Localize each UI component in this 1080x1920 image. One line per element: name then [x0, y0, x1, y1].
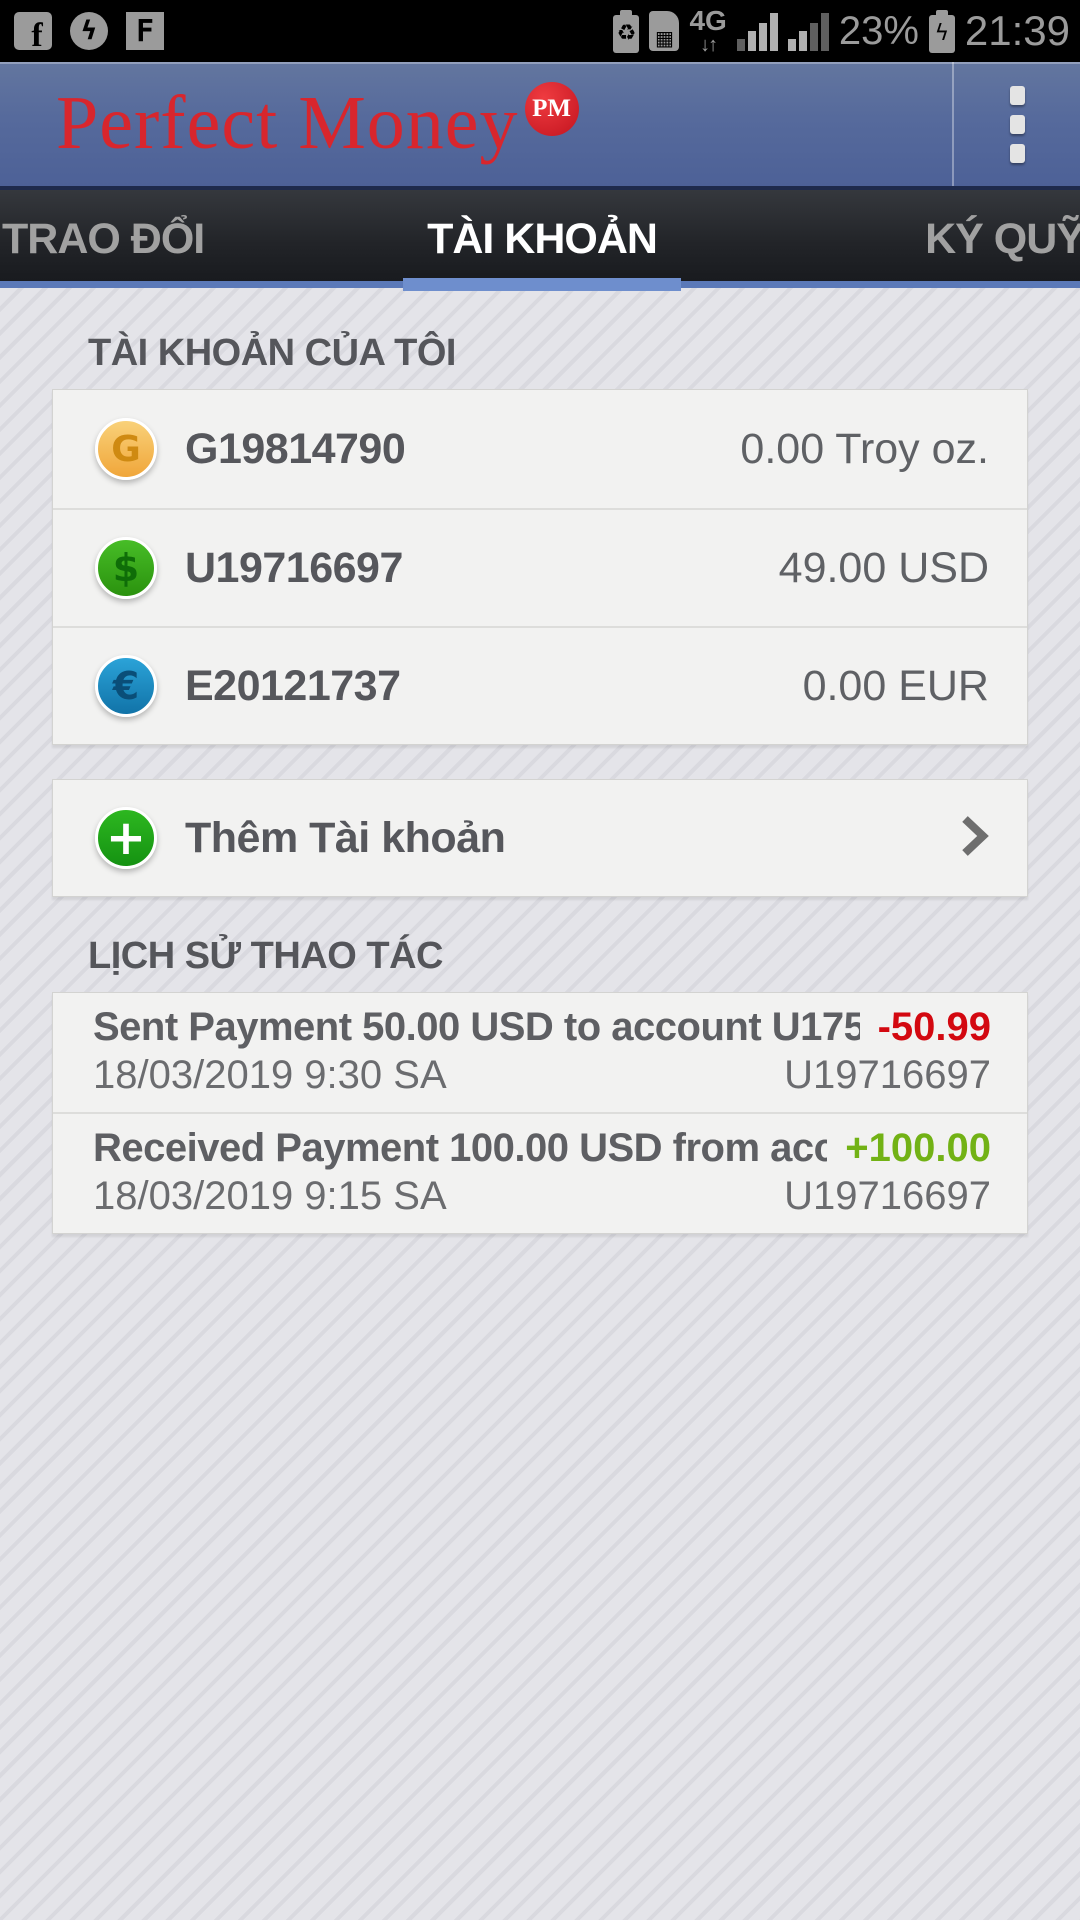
- account-id: U19716697: [185, 543, 403, 592]
- account-balance: 49.00 USD: [778, 543, 989, 592]
- history-item-amount: +100.00: [845, 1126, 991, 1170]
- add-account-card: + Thêm Tài khoản: [52, 779, 1028, 897]
- history-row-sent[interactable]: Sent Payment 50.00 USD to account U1752……: [53, 993, 1027, 1112]
- account-balance: 0.00 Troy oz.: [740, 424, 989, 473]
- accounts-card: G G19814790 0.00 Troy oz. $ U19716697 49…: [52, 389, 1028, 745]
- history-section-title: LỊCH SỬ THAO TÁC: [88, 935, 443, 977]
- app-header: Perfect Money PM: [0, 62, 1080, 190]
- tab-bar: TRAO ĐỔI TÀI KHOẢN KÝ QUỸ: [0, 190, 1080, 291]
- status-notification-icons: f ϟ F: [14, 12, 164, 50]
- pm-badge-icon: PM: [524, 82, 579, 137]
- history-item-date: 18/03/2019 9:15 SA: [93, 1174, 447, 1218]
- sim-card-icon: ▦: [649, 11, 680, 51]
- history-item-account: U19716697: [784, 1053, 991, 1097]
- account-row-gold[interactable]: G G19814790 0.00 Troy oz.: [53, 390, 1027, 508]
- tab-tai-khoan-label: TÀI KHOẢN: [427, 214, 658, 263]
- history-item-title: Received Payment 100.00 USD from acco…: [93, 1126, 828, 1170]
- messenger-notification-icon: ϟ: [70, 12, 108, 50]
- status-system-icons: ♻ ▦ 4G ↓↑ 23% ϟ 21:39: [613, 7, 1070, 55]
- history-item-date: 18/03/2019 9:30 SA: [93, 1053, 447, 1097]
- add-account-button[interactable]: + Thêm Tài khoản: [53, 780, 1027, 896]
- overflow-menu-dot-icon: [1009, 143, 1025, 163]
- usd-coin-icon: $: [95, 537, 157, 599]
- account-row-usd[interactable]: $ U19716697 49.00 USD: [53, 508, 1027, 626]
- eur-coin-icon: €: [95, 655, 157, 717]
- accounts-section-title: TÀI KHOẢN CỦA TÔI: [88, 332, 456, 374]
- active-tab-indicator: [403, 277, 681, 291]
- overflow-menu-button[interactable]: [952, 62, 1080, 186]
- perfect-money-logo: Perfect Money PM: [56, 81, 579, 166]
- battery-charging-icon: ϟ: [928, 9, 955, 53]
- history-item-account: U19716697: [784, 1174, 991, 1218]
- add-plus-icon: +: [95, 807, 157, 869]
- flipboard-notification-icon: F: [126, 12, 164, 50]
- overflow-menu-dot-icon: [1009, 85, 1025, 105]
- facebook-notification-icon: f: [14, 12, 52, 50]
- page-content: TÀI KHOẢN CỦA TÔI G G19814790 0.00 Troy …: [0, 288, 1080, 1920]
- history-item-amount: -50.99: [877, 1005, 991, 1049]
- battery-percent-label: 23%: [838, 9, 919, 53]
- network-type-label: 4G: [689, 5, 727, 36]
- gold-coin-icon: G: [95, 418, 157, 480]
- history-card: Sent Payment 50.00 USD to account U1752……: [52, 992, 1028, 1234]
- status-bar: f ϟ F ♻ ▦ 4G ↓↑ 23% ϟ 21:39: [0, 0, 1080, 62]
- clock-label: 21:39: [964, 7, 1070, 54]
- battery-saver-icon: ♻: [613, 9, 640, 53]
- logo-wordmark: Perfect Money: [56, 81, 519, 166]
- network-activity-arrows-icon: ↓↑: [700, 34, 718, 56]
- account-id: E20121737: [185, 661, 401, 710]
- tab-ky-quy[interactable]: KÝ QUỸ: [925, 214, 1080, 263]
- signal-strength-icon-sim2: [787, 11, 829, 51]
- add-account-label: Thêm Tài khoản: [185, 813, 506, 862]
- overflow-menu-dot-icon: [1009, 114, 1025, 134]
- tab-trao-doi[interactable]: TRAO ĐỔI: [2, 214, 205, 263]
- account-row-eur[interactable]: € E20121737 0.00 EUR: [53, 626, 1027, 744]
- signal-strength-icon-sim1: [736, 11, 778, 51]
- history-row-received[interactable]: Received Payment 100.00 USD from acco… +…: [53, 1112, 1027, 1233]
- account-balance: 0.00 EUR: [802, 661, 989, 710]
- history-item-title: Sent Payment 50.00 USD to account U1752…: [93, 1005, 860, 1049]
- tab-tai-khoan[interactable]: TÀI KHOẢN: [255, 214, 829, 291]
- network-type-icon: 4G ↓↑: [689, 5, 727, 56]
- account-id: G19814790: [185, 424, 406, 473]
- chevron-right-icon: [959, 813, 989, 864]
